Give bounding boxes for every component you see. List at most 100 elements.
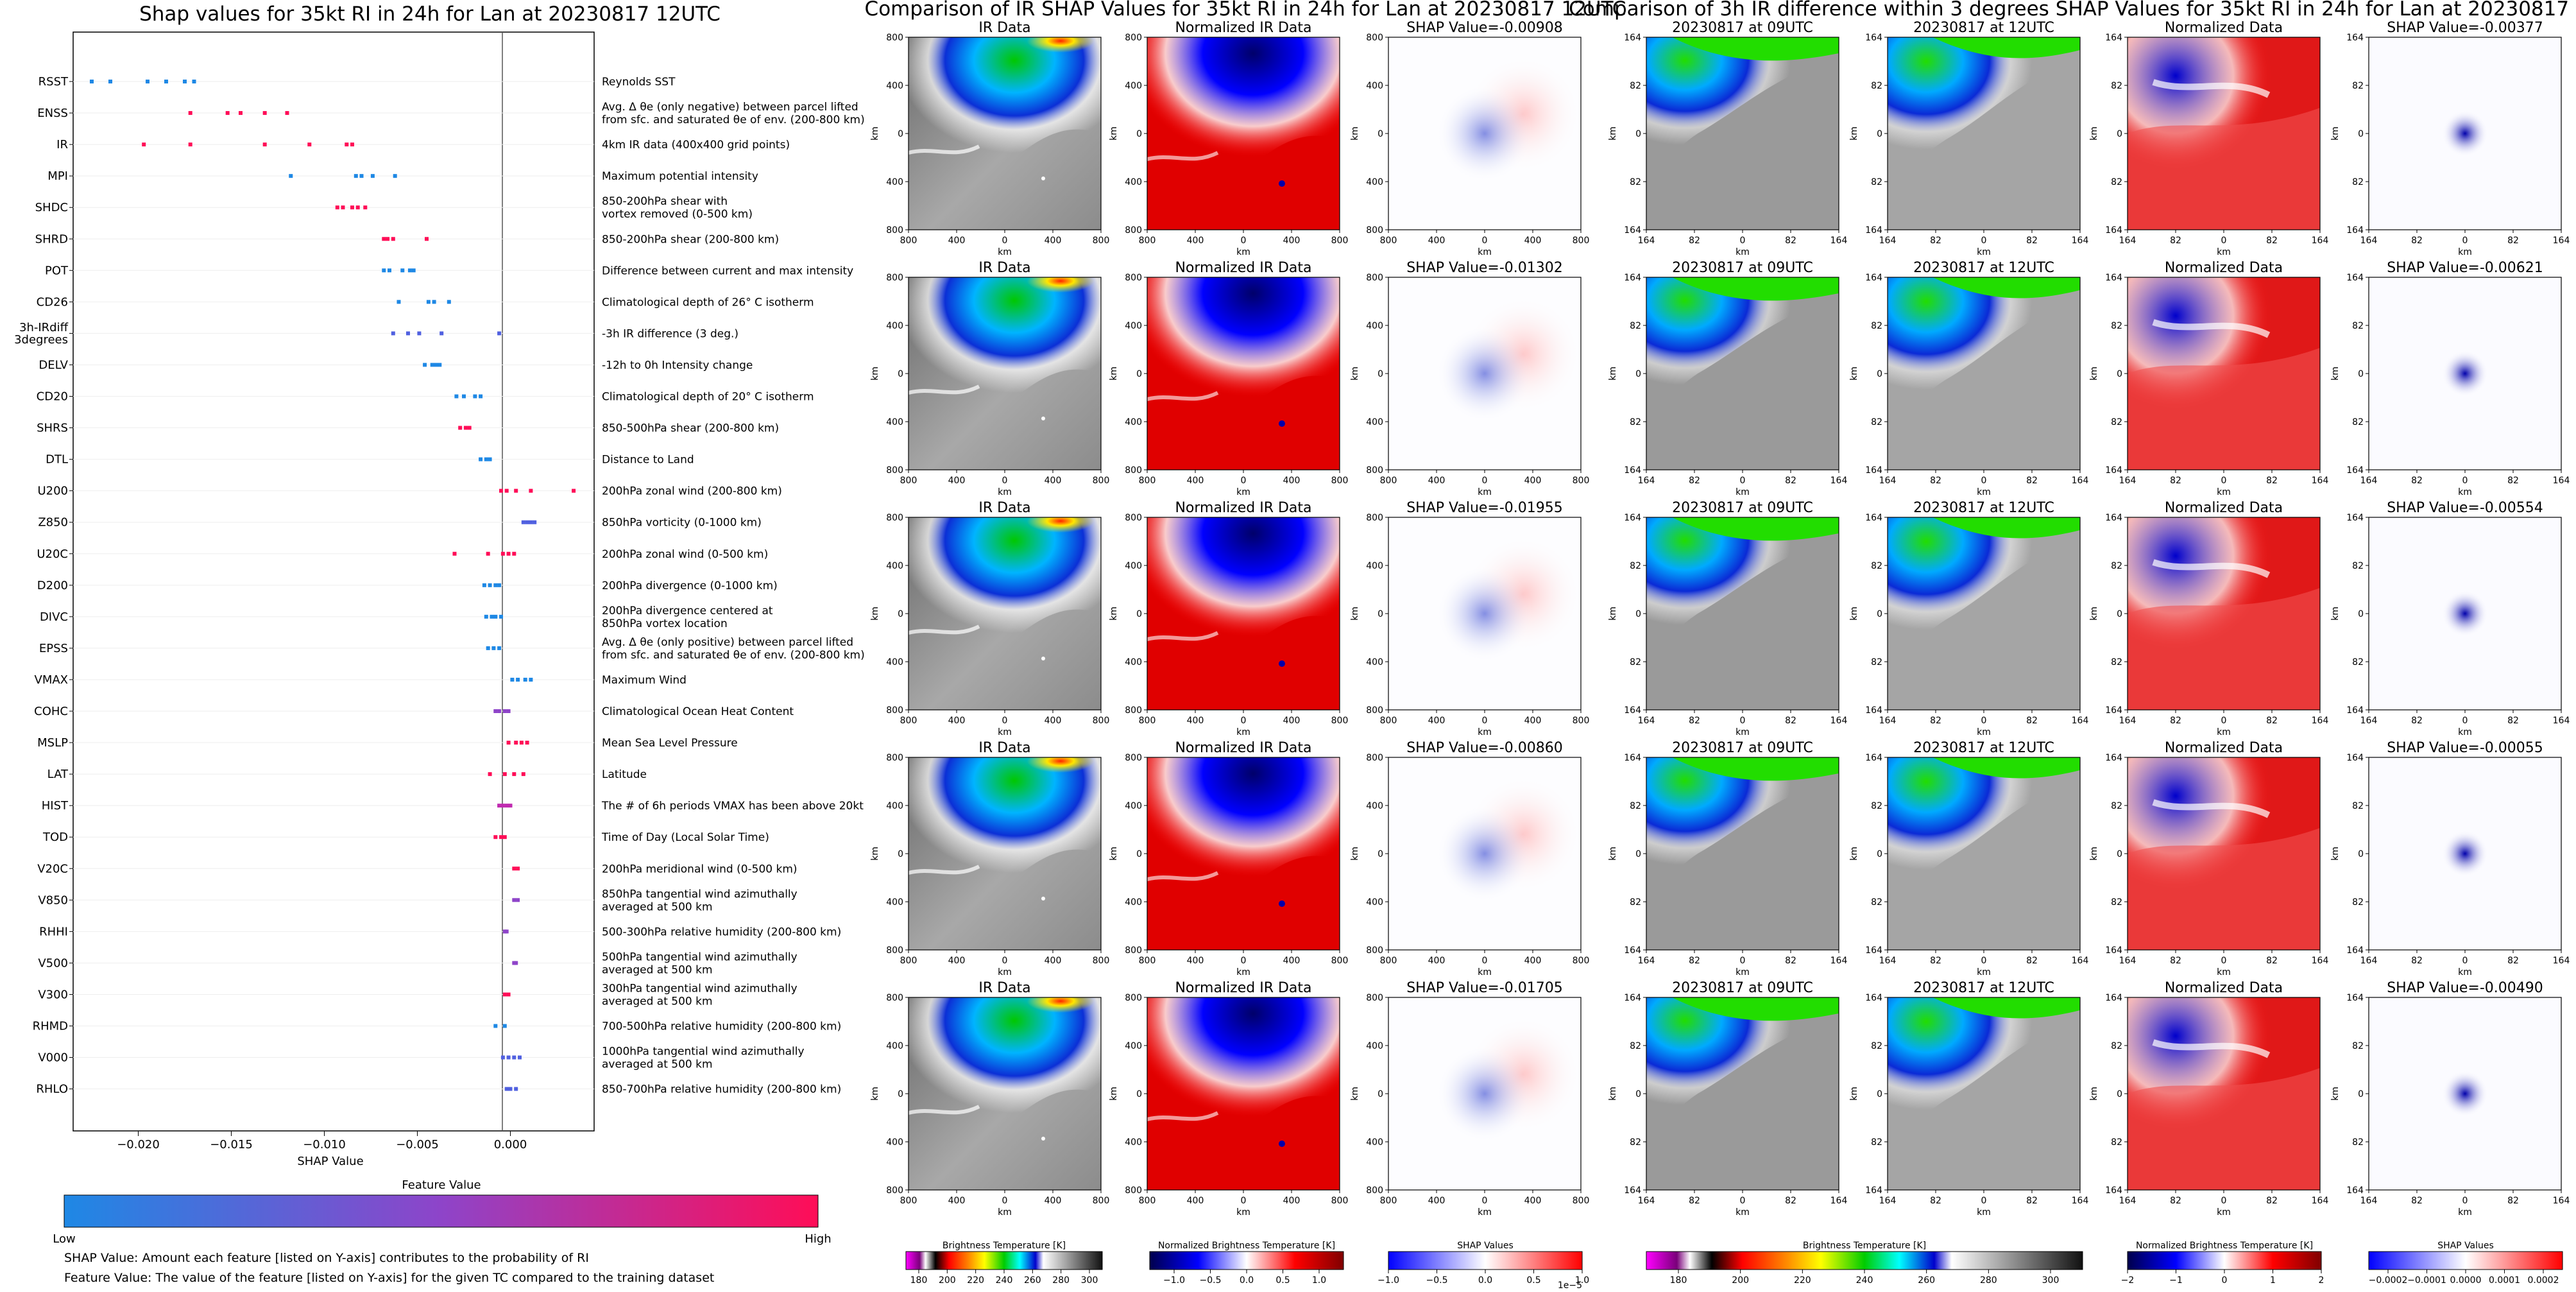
x-tick-label: 800: [1331, 956, 1349, 966]
y-axis-label: km: [2330, 1087, 2341, 1101]
feature-row-d200: D200 200hPa divergence (0-1000 km): [37, 579, 778, 592]
shap-summary-plot: Shap values for 35kt RI in 24h for Lan a…: [14, 3, 865, 1285]
shap-point: [447, 300, 451, 304]
panel-image: [1147, 997, 1340, 1190]
x-tick-label: 164: [2072, 716, 2089, 726]
y-axis-label: km: [1849, 1087, 1859, 1101]
y-axis-label: km: [870, 607, 880, 621]
x-tick-label: 164: [1879, 1196, 1897, 1206]
shap-point: [285, 111, 289, 116]
x-tick-label: 0: [1740, 1196, 1746, 1206]
shap-point: [499, 488, 503, 493]
feature-row-cd26: CD26 Climatological depth of 26° C isothe…: [37, 295, 814, 309]
y-tick-label: 82: [1630, 417, 1641, 427]
y-tick-label: 400: [1125, 81, 1142, 91]
y-tick-label: 82: [1630, 897, 1641, 908]
y-tick-label: 164: [1624, 945, 1641, 956]
panel-image: [1646, 37, 1839, 230]
feature-description: Climatological depth of 20° C isotherm: [602, 391, 814, 404]
panel-title: Normalized Data: [2165, 980, 2283, 996]
y-tick-label: 82: [2352, 801, 2364, 811]
y-tick-label: 400: [1125, 417, 1142, 427]
y-axis-label: km: [2089, 366, 2099, 381]
panel-title: 20230817 at 12UTC: [1913, 980, 2054, 996]
shap-point: [146, 80, 149, 83]
feature-name: V20C: [37, 862, 68, 875]
x-axis-label: km: [1478, 727, 1492, 737]
x-tick-label: 82: [2170, 716, 2181, 726]
shap-point: [518, 1055, 522, 1060]
feature-description: averaged at 500 km: [602, 963, 713, 976]
shap-point: [188, 111, 192, 116]
colorbar-tick-label: 1: [2270, 1275, 2276, 1286]
y-axis-label: km: [1109, 366, 1119, 381]
feature-name: D200: [37, 579, 68, 592]
x-tick-label: 800: [1093, 236, 1110, 246]
feature-name: SHRS: [37, 422, 68, 435]
x-axis-label: km: [2217, 727, 2231, 737]
x-tick-label: 82: [1785, 956, 1796, 966]
feature-row-mslp: MSLP Mean Sea Level Pressure: [37, 736, 738, 750]
y-tick-label: 400: [1125, 1041, 1142, 1051]
x-axis-label: km: [2458, 247, 2472, 257]
x-tick-label: 82: [2266, 716, 2278, 726]
panel-title: 20230817 at 09UTC: [1672, 980, 1813, 996]
feature-name: 3degrees: [14, 333, 68, 347]
feature-name: CD26: [37, 295, 68, 309]
shap-point: [463, 426, 468, 430]
x-axis-label: km: [1736, 967, 1750, 978]
colorbar-tick-label: −0.0002: [2369, 1275, 2408, 1286]
x-tick-label: 164: [2360, 236, 2378, 246]
x-tick-label: 0: [1241, 716, 1247, 726]
y-tick-label: 800: [886, 513, 903, 523]
x-tick-label: 164: [2553, 236, 2570, 246]
y-tick-label: 164: [1624, 273, 1641, 283]
diff-panel-colorbars: Brightness Temperature [K] 180 200 220 240 26…: [1646, 1241, 2563, 1286]
x-tick-label: 800: [1380, 716, 1397, 726]
y-tick-label: 400: [1366, 561, 1383, 571]
colorbar-tick-label: −2: [2121, 1275, 2135, 1286]
x-tick-label: 400: [948, 956, 966, 966]
panel-image: [1888, 277, 2080, 470]
y-tick-label: 82: [1871, 321, 1882, 331]
y-tick-label: 82: [2352, 1041, 2364, 1051]
y-tick-label: 164: [2105, 945, 2122, 956]
x-tick-label: 164: [1830, 1196, 1848, 1206]
y-tick-label: 0: [1378, 369, 1383, 379]
x-tick-label: 82: [2026, 716, 2038, 726]
y-tick-label: 82: [1871, 897, 1882, 908]
shap-point: [533, 520, 537, 524]
feature-name: RHHI: [39, 925, 68, 938]
x-tick-label: 0: [1002, 236, 1008, 246]
y-tick-label: 164: [2105, 993, 2122, 1003]
colorbar-tick-label: −0.0001: [2407, 1275, 2446, 1286]
y-axis-label: km: [1608, 847, 1618, 861]
y-tick-label: 164: [1865, 225, 1882, 236]
x-tick-label: 164: [2553, 476, 2570, 486]
feature-name: MSLP: [37, 736, 68, 750]
feature-name: V850: [38, 893, 68, 907]
shap-point: [493, 614, 498, 619]
panel-title: IR Data: [978, 980, 1030, 996]
x-tick-label: 82: [2507, 236, 2519, 246]
feature-name: SHDC: [35, 201, 68, 214]
colorbar-tick-label: 200: [1732, 1275, 1749, 1286]
x-tick-label: 400: [1187, 1196, 1204, 1206]
y-tick-label: 400: [1125, 801, 1142, 811]
x-tick-label: 800: [1093, 476, 1110, 486]
x-tick-label: 400: [1524, 1196, 1542, 1206]
x-axis-label: km: [1977, 1207, 1991, 1218]
y-tick-label: 82: [1871, 1137, 1882, 1148]
y-tick-label: 82: [2352, 897, 2364, 908]
panel-title: Normalized Data: [2165, 500, 2283, 516]
panel-image: [2369, 757, 2561, 950]
x-axis-label: km: [1977, 247, 1991, 257]
feature-name: LAT: [47, 768, 69, 781]
y-tick-label: 164: [1624, 33, 1641, 43]
shap-point: [391, 237, 395, 241]
feature-description: Distance to Land: [602, 454, 694, 467]
x-tick-label: 82: [1930, 476, 1941, 486]
panel-image: [2128, 517, 2320, 710]
